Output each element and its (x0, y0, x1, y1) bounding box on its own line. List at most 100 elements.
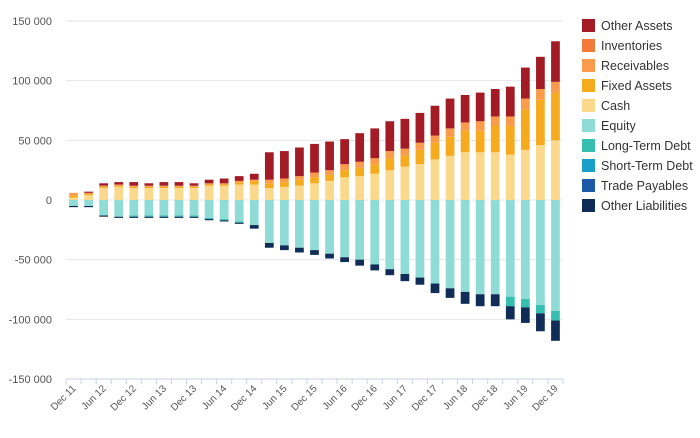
bar-segment-other-liabilities (370, 264, 380, 271)
bar-segment-other-assets (430, 105, 440, 136)
bar-segment-other-liabilities (129, 216, 139, 218)
bar-segment-receivables (114, 184, 124, 186)
bar-segment-other-liabilities (264, 242, 274, 248)
bar-segment-cash (204, 185, 214, 200)
bar-segment-other-liabilities (430, 283, 440, 294)
bar-segment-fixed-assets (204, 184, 214, 186)
bar-segment-receivables (385, 151, 395, 159)
bar-segment-equity (310, 200, 319, 251)
bar-segment-cash (551, 140, 560, 200)
legend-label: Short-Term Debt (601, 159, 693, 173)
bar-segment-other-assets (264, 152, 274, 180)
bar-segment-other-liabilities (114, 216, 124, 218)
bar-segment-other-liabilities (99, 215, 109, 217)
bar-segment-cash (430, 159, 440, 200)
bar-segment-equity (159, 200, 169, 216)
bar-segment-cash (219, 185, 229, 200)
legend-swatch (582, 159, 595, 172)
bar-segment-other-assets (114, 182, 124, 185)
bar-segment-cash (490, 152, 500, 200)
bar-segment-other-assets (174, 182, 184, 186)
legend: Other Assets Inventories Receivables Fixed … (582, 19, 693, 213)
bar-segment-receivables (430, 135, 440, 143)
bar-segment-other-liabilities (505, 306, 515, 320)
bar-segment-equity (295, 200, 304, 248)
bar-segment-other-liabilities (159, 216, 169, 218)
bar-segment-fixed-assets (385, 158, 395, 171)
bar-segment-cash (460, 152, 470, 200)
x-tick-label: Dec 16 (350, 383, 380, 413)
bar-segment-cash (174, 188, 184, 200)
bar-segment-equity (280, 200, 289, 246)
bar-segment-fixed-assets (355, 167, 365, 177)
bar-segment-other-assets (84, 191, 93, 193)
legend-swatch (582, 199, 595, 212)
bar-segment-cash (159, 188, 169, 200)
bar-segment-fixed-assets (264, 183, 274, 189)
bar-segment-cash (69, 197, 78, 200)
bar-segment-other-assets (505, 86, 515, 117)
bar-segment-receivables (370, 158, 380, 165)
bar-segment-fixed-assets (189, 186, 199, 189)
bar-segment-equity (475, 200, 485, 295)
legend-label: Receivables (601, 59, 669, 73)
bar-segment-other-assets (310, 143, 319, 173)
bar-segment-equity (400, 200, 410, 274)
bar-segment-equity (505, 200, 515, 297)
bar-segment-cash (114, 186, 124, 200)
bar-segment-other-liabilities (325, 253, 334, 259)
bar-segment-cash (400, 166, 410, 200)
bar-segment-equity (415, 200, 425, 278)
bar-segment-other-assets (355, 133, 365, 162)
bar-segment-fixed-assets (400, 155, 410, 167)
legend-label: Equity (601, 119, 636, 133)
x-tick-label: Jun 14 (200, 383, 229, 412)
bar-segment-other-liabilities (174, 216, 184, 218)
bar-segment-fixed-assets (460, 130, 470, 153)
bar-segment-long-term-debt (189, 215, 199, 217)
bar-segment-fixed-assets (490, 126, 500, 153)
bar-segment-receivables (415, 142, 425, 150)
y-tick-label: 50 000 (18, 135, 52, 147)
bar-segment-long-term-debt (204, 217, 214, 220)
legend-swatch (582, 99, 595, 112)
bar-segment-other-assets (295, 147, 304, 177)
bar-segment-cash (144, 188, 154, 200)
y-tick-label: -50 000 (15, 255, 52, 267)
x-tick-label: Dec 11 (49, 383, 79, 413)
bar-segment-receivables (295, 176, 304, 180)
bar-segment-other-assets (385, 121, 395, 152)
x-tick-label: Dec 12 (109, 383, 139, 413)
y-tick-label: 150 000 (12, 16, 52, 28)
bar-segment-equity (264, 200, 274, 243)
bar-segment-equity (204, 200, 214, 218)
bar-segment-other-assets (415, 112, 425, 143)
bar-segment-receivables (445, 128, 455, 137)
bar-segment-equity (430, 200, 440, 284)
bar-segment-equity (174, 200, 184, 216)
bar-segment-other-assets (551, 41, 560, 82)
bar-segment-other-assets (144, 183, 154, 186)
legend-label: Other Liabilities (601, 199, 687, 213)
bar-segment-other-assets (520, 67, 530, 99)
bar-segment-receivables (310, 172, 319, 178)
bar-segment-fixed-assets (340, 170, 349, 178)
y-tick-label: -150 000 (9, 374, 52, 386)
bar-segment-receivables (520, 98, 530, 110)
bar-segment-cash (505, 154, 515, 200)
bar-segment-receivables (325, 170, 334, 175)
bar-segment-equity (84, 200, 93, 206)
x-tick-label: Dec 13 (169, 383, 199, 413)
bar-segment-equity (69, 200, 78, 206)
bar-segment-receivables (505, 116, 515, 127)
bar-segment-fixed-assets (249, 180, 259, 185)
bar-segment-cash (475, 152, 485, 200)
bar-segment-other-assets (234, 176, 244, 181)
bar-segment-other-assets (204, 179, 214, 184)
legend-label: Cash (601, 99, 630, 113)
bar-segment-long-term-debt (159, 215, 169, 217)
bar-segment-cash (325, 180, 334, 200)
bar-segment-receivables (189, 185, 199, 187)
bar-segment-receivables (144, 185, 154, 187)
